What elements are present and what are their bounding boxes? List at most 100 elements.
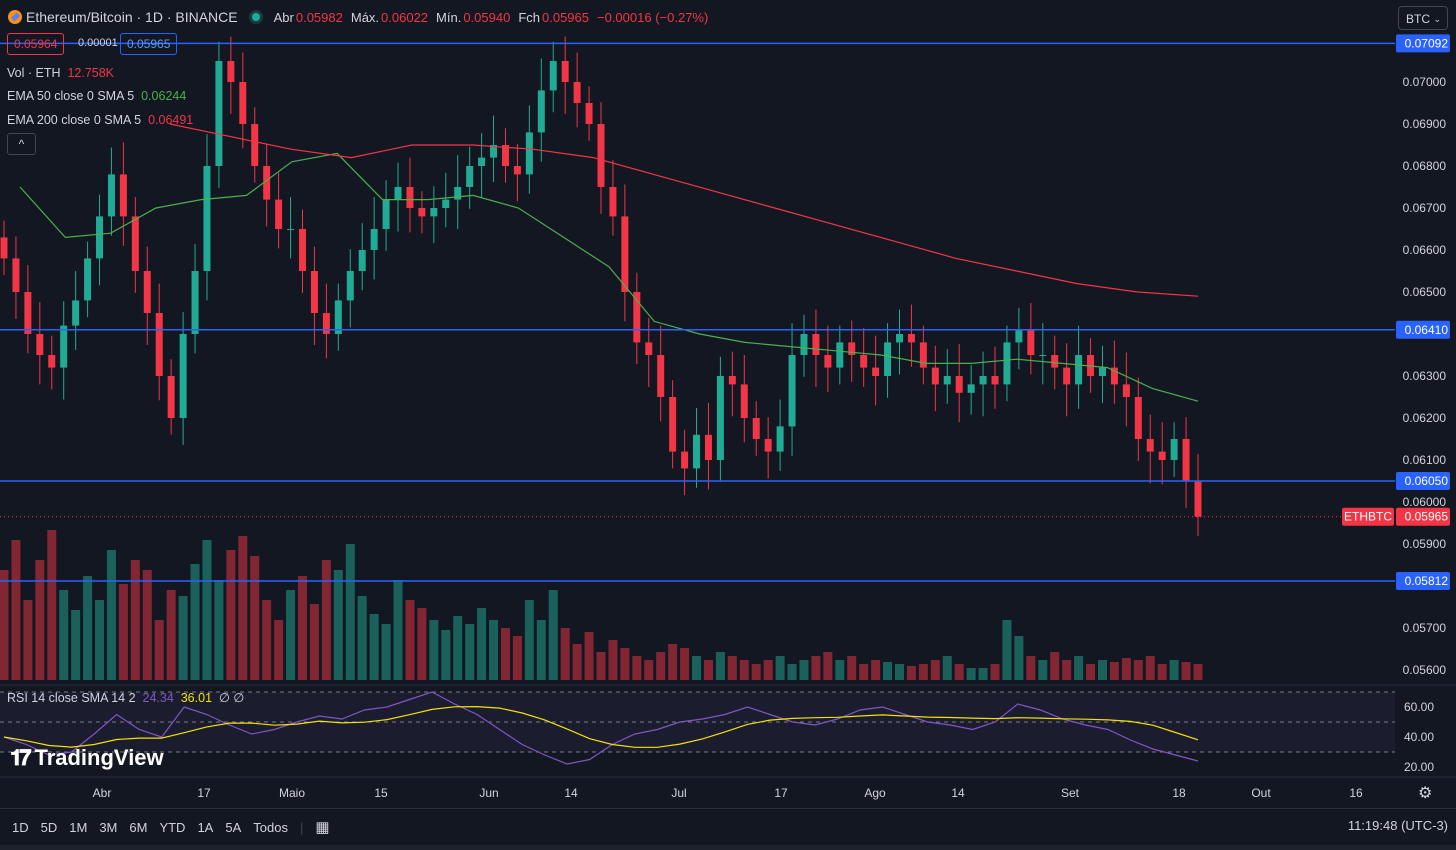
- candle-body: [251, 124, 259, 166]
- candle-body: [143, 271, 151, 313]
- candle-body: [1039, 355, 1047, 356]
- volume-bar: [799, 660, 809, 680]
- price-axis-tick: 0.06700: [1403, 201, 1447, 215]
- volume-bar: [548, 590, 558, 680]
- volume-bar: [787, 664, 797, 680]
- volume-bar: [560, 628, 570, 680]
- candle-body: [0, 237, 8, 259]
- volume-bar: [190, 564, 200, 680]
- volume-bar: [465, 624, 475, 680]
- volume-bar: [1193, 664, 1203, 680]
- time-axis-tick: Maio: [279, 786, 305, 800]
- volume-bar: [620, 648, 630, 680]
- timeframe-5a[interactable]: 5A: [225, 819, 242, 835]
- price-axis-tick: 0.07000: [1403, 75, 1447, 89]
- candle-body: [597, 124, 605, 187]
- candle-body: [752, 418, 760, 439]
- level-price-tag: [1396, 320, 1450, 339]
- timeframe-3m[interactable]: 3M: [99, 819, 118, 835]
- candle-body: [525, 132, 533, 175]
- volume-bar: [59, 590, 69, 680]
- market-open-status-icon: [251, 13, 260, 21]
- timeframe-5d[interactable]: 5D: [40, 819, 58, 835]
- rsi-legend-value: 24.34: [142, 691, 174, 705]
- timeframe-1m[interactable]: 1M: [69, 819, 88, 835]
- currency-select[interactable]: BTC ⌄: [1398, 6, 1448, 30]
- timeframe-all[interactable]: Todos: [253, 819, 288, 835]
- buy-price-button[interactable]: 0.05965: [120, 33, 178, 55]
- candle-body: [12, 258, 20, 292]
- candle-body: [287, 229, 295, 230]
- volume-bar: [262, 600, 272, 680]
- candle-body: [478, 157, 486, 166]
- symbol-tag: [1342, 507, 1394, 526]
- spread-value: 0.00001: [78, 37, 118, 49]
- price-axis-tick: 0.05700: [1403, 621, 1447, 635]
- candle-body: [36, 334, 44, 355]
- timeframe-ytd[interactable]: YTD: [159, 819, 186, 835]
- candle-body: [322, 313, 330, 334]
- volume-bar: [453, 616, 463, 680]
- rsi-legend[interactable]: RSI 14 close SMA 14 2 24.34 36.01 ∅ ∅: [7, 690, 244, 705]
- volume-bar: [847, 656, 857, 680]
- volume-bar: [286, 590, 296, 680]
- candle-body: [1098, 367, 1106, 376]
- volume-legend[interactable]: Vol · ETH 12.758K: [7, 66, 114, 80]
- timeframe-6m[interactable]: 6M: [129, 819, 148, 835]
- chevron-down-icon: ⌄: [1433, 14, 1441, 24]
- volume-bar: [1157, 664, 1167, 680]
- price-axis-tick: 0.05900: [1403, 537, 1447, 551]
- volume-bar: [393, 580, 403, 680]
- candle-body: [585, 103, 593, 124]
- rsi-legend-name: RSI 14 close SMA 14 2: [7, 691, 136, 705]
- volume-bar: [763, 660, 773, 680]
- volume-bar: [859, 664, 869, 680]
- candle-body: [394, 187, 402, 200]
- volume-bar: [895, 664, 904, 680]
- timeframe-1a[interactable]: 1A: [197, 819, 214, 835]
- volume-bar: [536, 620, 546, 680]
- volume-bar: [1086, 664, 1096, 680]
- ema50-legend-name: EMA 50 close 0 SMA 5: [7, 89, 135, 103]
- volume-bar: [715, 652, 725, 680]
- volume-bar: [668, 644, 678, 680]
- timeframe-1d[interactable]: 1D: [12, 819, 29, 835]
- date-range-calendar-icon[interactable]: ▦: [315, 819, 330, 836]
- volume-bar: [214, 580, 224, 680]
- rsi-ma-line: [3, 705, 1199, 748]
- sell-price-button[interactable]: 0.05964: [7, 33, 65, 55]
- symbol-title[interactable]: Ethereum/Bitcoin · 1D · BINANCE: [26, 9, 238, 25]
- price-axis-tick: 0.06300: [1403, 369, 1447, 383]
- candle-body: [430, 208, 438, 217]
- candle-body: [1158, 451, 1166, 460]
- volume-bar: [524, 600, 534, 680]
- time-axis-tick: Ago: [864, 786, 886, 800]
- volume-bar: [95, 600, 105, 680]
- clock-display[interactable]: 11:19:48 (UTC-3): [1347, 818, 1448, 833]
- volume-bar: [942, 656, 952, 680]
- volume-bar: [954, 664, 964, 680]
- candle-body: [96, 216, 104, 259]
- candle-body: [299, 229, 306, 271]
- ema200-legend[interactable]: EMA 200 close 0 SMA 5 0.06491: [7, 113, 193, 127]
- volume-bar: [226, 550, 236, 680]
- candle-body: [179, 334, 187, 418]
- candle-body: [191, 271, 199, 334]
- volume-bar: [83, 576, 93, 680]
- collapse-legend-button[interactable]: ^: [7, 133, 36, 155]
- time-axis-tick: 17: [774, 786, 788, 800]
- candle-body: [633, 292, 641, 343]
- rsi-axis-tick: 40.00: [1404, 730, 1434, 744]
- candle-body: [406, 187, 414, 208]
- volume-bar: [178, 596, 188, 680]
- volume-bar: [47, 530, 57, 680]
- chart-settings-icon[interactable]: ⚙: [1418, 785, 1433, 802]
- candle-body: [728, 376, 736, 385]
- ema50-legend[interactable]: EMA 50 close 0 SMA 5 0.06244: [7, 89, 186, 103]
- time-axis-tick: 15: [374, 786, 388, 800]
- candle-body: [227, 61, 235, 82]
- candle-body: [645, 342, 653, 355]
- candle-body: [203, 166, 211, 271]
- volume-bar: [871, 660, 881, 680]
